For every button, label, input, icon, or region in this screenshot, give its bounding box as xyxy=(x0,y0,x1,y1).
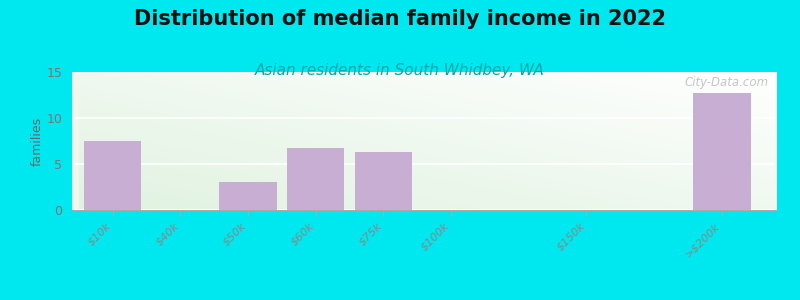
Bar xyxy=(287,148,345,210)
Bar xyxy=(84,141,142,210)
Bar xyxy=(354,152,412,210)
Text: City-Data.com: City-Data.com xyxy=(685,76,769,89)
Text: Asian residents in South Whidbey, WA: Asian residents in South Whidbey, WA xyxy=(255,63,545,78)
Text: Distribution of median family income in 2022: Distribution of median family income in … xyxy=(134,9,666,29)
Bar xyxy=(693,93,750,210)
Y-axis label: families: families xyxy=(30,116,44,166)
Bar xyxy=(219,182,277,210)
